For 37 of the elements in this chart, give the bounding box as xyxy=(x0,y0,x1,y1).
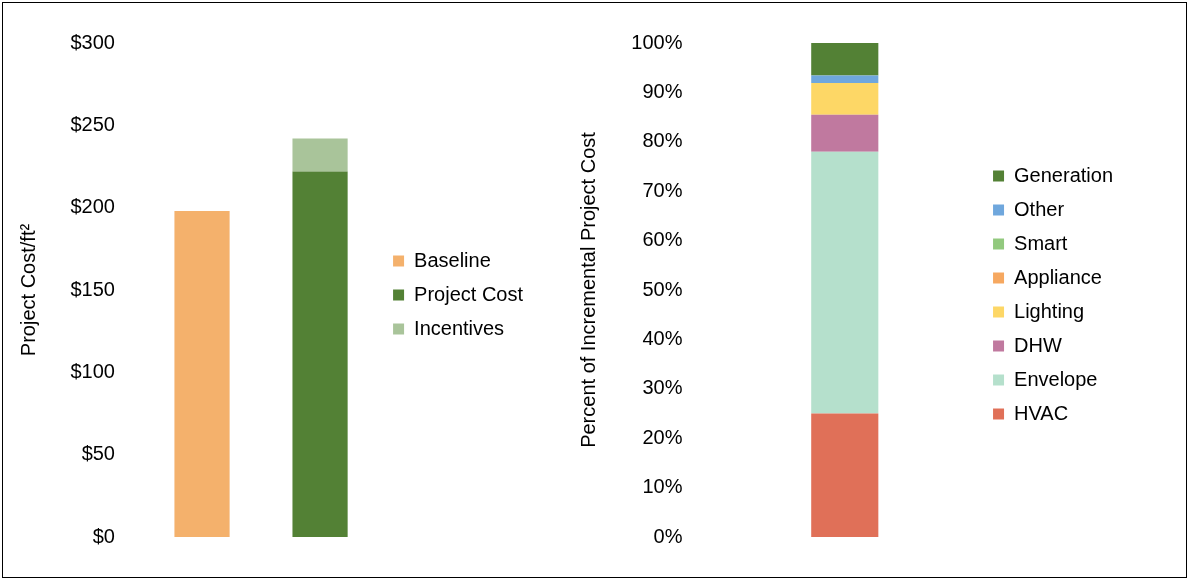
y-tick-label: 90% xyxy=(642,79,683,102)
y-tick-label: 60% xyxy=(642,228,683,251)
bar xyxy=(811,114,879,152)
y-tick-label: 20% xyxy=(642,425,683,448)
legend-label: HVAC xyxy=(1014,401,1069,424)
y-tick-label: $200 xyxy=(70,195,115,218)
y-tick-label: 70% xyxy=(642,178,683,201)
legend-label: Generation xyxy=(1014,163,1114,186)
legend-label: DHW xyxy=(1014,333,1062,356)
legend-label: Baseline xyxy=(414,248,491,271)
legend-label: Incentives xyxy=(414,316,505,339)
legend-label: Project Cost xyxy=(414,282,524,305)
legend-label: Envelope xyxy=(1014,367,1098,390)
y-tick-label: 100% xyxy=(631,30,683,53)
y-tick-label: $300 xyxy=(70,30,115,53)
y-tick-label: $0 xyxy=(92,524,115,547)
legend-label: Other xyxy=(1014,197,1065,220)
y-tick-label: $50 xyxy=(81,442,115,465)
bar xyxy=(811,151,879,414)
y-tick-label: 10% xyxy=(642,475,683,498)
y-tick-label: 80% xyxy=(642,129,683,152)
bar xyxy=(811,43,879,76)
legend-label: Appliance xyxy=(1014,265,1102,288)
bar xyxy=(811,83,879,115)
y-tick-label: $150 xyxy=(70,277,115,300)
y-tick-label: 0% xyxy=(653,524,683,547)
y-tick-label: $100 xyxy=(70,359,115,382)
y-tick-label: 40% xyxy=(642,326,683,349)
y-tick-label: $250 xyxy=(70,112,115,135)
y-axis-title: Project Cost/ft² xyxy=(16,223,39,357)
bar xyxy=(811,413,879,537)
y-axis-title: Percent of Incremental Project Cost xyxy=(576,131,599,448)
legend-label: Lighting xyxy=(1014,299,1085,322)
y-tick-label: 50% xyxy=(642,277,683,300)
y-tick-label: 30% xyxy=(642,376,683,399)
legend-label: Smart xyxy=(1014,231,1068,254)
bar xyxy=(811,75,879,84)
